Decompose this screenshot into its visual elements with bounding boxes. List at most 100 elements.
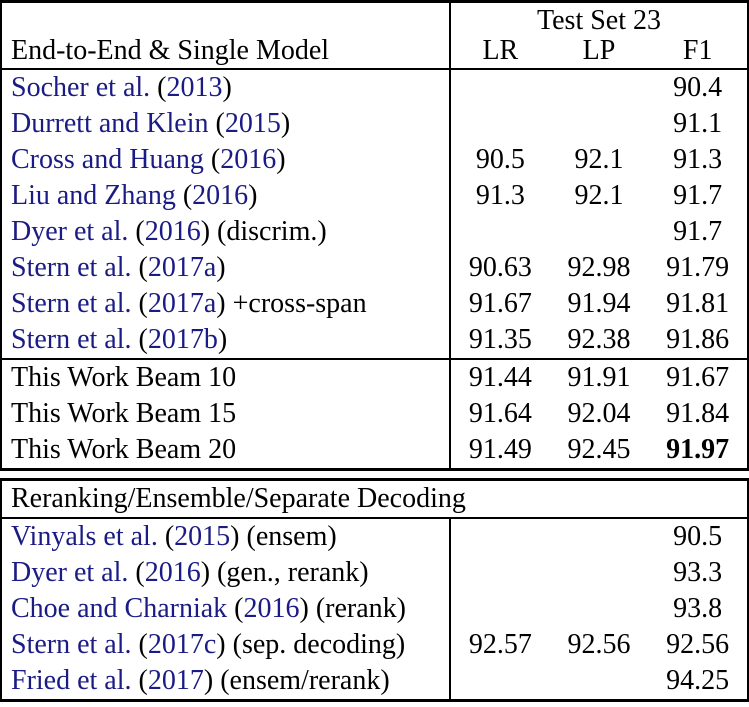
- lr-value-cell: 91.3: [475, 180, 525, 211]
- citation-link[interactable]: Stern et al.: [11, 324, 132, 355]
- paren-open: (: [131, 288, 148, 319]
- model-suffix: (ensem): [239, 521, 337, 552]
- lp-value-cell: 91.94: [567, 288, 631, 319]
- paren-open: (: [131, 665, 148, 696]
- paren-open: (: [150, 72, 167, 103]
- citation-link[interactable]: Socher et al.: [11, 72, 151, 103]
- citation-year-link[interactable]: 2017c: [147, 629, 217, 660]
- lp-value-cell: 92.04: [567, 398, 631, 429]
- lp-value-cell: [550, 70, 649, 106]
- citation-year-link[interactable]: 2015: [174, 521, 231, 552]
- section-single-model: Socher et al. (2013) 90.4 Durrett and Klei…: [2, 70, 747, 358]
- lp-value-cell: 91.91: [567, 362, 631, 393]
- lr-value-cell: [451, 70, 550, 106]
- lp-value-cell: [550, 663, 649, 699]
- metric-column-header-f1: F1: [682, 35, 713, 66]
- citation-link[interactable]: Liu and Zhang: [11, 180, 176, 211]
- lr-value-cell: [451, 214, 550, 250]
- citation-link[interactable]: Dyer et al.: [11, 557, 129, 588]
- metrics-header-group: Test Set 23 LR LP F1: [451, 3, 747, 68]
- lp-value-cell: [550, 555, 649, 591]
- paren-close: ): [248, 180, 258, 211]
- model-cell: Liu and Zhang (2016): [2, 178, 451, 214]
- f1-value-cell: 91.67: [666, 362, 730, 393]
- citation-year-link[interactable]: 2017b: [147, 324, 218, 355]
- table-row: This Work Beam 10 91.44 91.91 91.67: [2, 360, 747, 396]
- lr-value-cell: [451, 591, 550, 627]
- model-suffix: (sep. decoding): [225, 629, 406, 660]
- lp-value-cell: 92.56: [567, 629, 631, 660]
- table-row: This Work Beam 15 91.64 92.04 91.84: [2, 396, 747, 432]
- citation-link[interactable]: Cross and Huang: [11, 144, 204, 175]
- f1-value-cell: 90.5: [673, 521, 723, 552]
- citation-link[interactable]: Vinyals et al.: [11, 521, 158, 552]
- lr-value-cell: 92.57: [468, 629, 532, 660]
- citation-link[interactable]: Fried et al.: [11, 665, 132, 696]
- model-cell: Stern et al. (2017c) (sep. decoding): [2, 627, 451, 663]
- column-header-model: End-to-End & Single Model: [2, 3, 451, 68]
- paren-close: ): [217, 324, 228, 355]
- model-cell: Fried et al. (2017) (ensem/rerank): [2, 663, 451, 699]
- citation-year-link[interactable]: 2016: [192, 180, 249, 211]
- f1-value-cell: 90.4: [673, 72, 723, 103]
- model-suffix: (discrim.): [210, 216, 327, 247]
- citation-year-link[interactable]: 2015: [224, 108, 281, 139]
- metric-column-headers: LR LP F1: [451, 37, 747, 68]
- table-header: End-to-End & Single Model Test Set 23 LR…: [2, 3, 747, 70]
- lp-value-cell: [550, 214, 649, 250]
- lr-value-cell: 91.44: [468, 362, 532, 393]
- citation-year-link[interactable]: 2016: [144, 557, 201, 588]
- table-row: Vinyals et al. (2015) (ensem) 90.5: [2, 519, 747, 555]
- citation-year-link[interactable]: 2016: [144, 216, 201, 247]
- f1-value-cell: 91.86: [666, 324, 730, 355]
- model-label: This Work Beam 15: [11, 398, 237, 429]
- citation-year-link[interactable]: 2013: [166, 72, 223, 103]
- paren-close: ): [230, 521, 240, 552]
- model-cell: Durrett and Klein (2015): [2, 106, 451, 142]
- citation-year-link[interactable]: 2017: [147, 665, 204, 696]
- f1-value-cell: 91.3: [673, 144, 723, 175]
- paren-open: (: [131, 252, 148, 283]
- paren-close: ): [280, 108, 291, 139]
- lp-value-cell: 92.1: [574, 144, 624, 175]
- citation-link[interactable]: Dyer et al.: [11, 216, 129, 247]
- paren-open: (: [203, 144, 221, 175]
- citation-year-link[interactable]: 2016: [243, 593, 300, 624]
- table-row: Stern et al. (2017a) +cross-span 91.67 91.…: [2, 286, 747, 322]
- results-table-reranking: Reranking/Ensemble/Separate Decoding Vin…: [0, 478, 749, 702]
- citation-link[interactable]: Stern et al.: [11, 252, 132, 283]
- section-reranking-rows: Vinyals et al. (2015) (ensem) 90.5 Dyer et…: [2, 519, 747, 699]
- model-cell: Stern et al. (2017a) +cross-span: [2, 286, 451, 322]
- citation-year-link[interactable]: 2017a: [147, 288, 217, 319]
- lr-value-cell: [451, 663, 550, 699]
- metric-column-header-lp: LP: [582, 35, 616, 66]
- model-label: This Work Beam 20: [11, 434, 237, 465]
- citation-link[interactable]: Stern et al.: [11, 629, 132, 660]
- f1-value-cell: 92.56: [666, 629, 730, 660]
- model-suffix: +cross-span: [225, 288, 367, 319]
- lp-value-cell: [550, 591, 649, 627]
- citation-year-link[interactable]: 2016: [220, 144, 277, 175]
- model-suffix: (ensem/rerank): [213, 665, 390, 696]
- citation-link[interactable]: Durrett and Klein: [11, 108, 209, 139]
- model-cell: Dyer et al. (2016) (gen., rerank): [2, 555, 451, 591]
- section-this-work: This Work Beam 10 91.44 91.91 91.67 This Wor…: [2, 358, 747, 468]
- paren-close: ): [200, 557, 211, 588]
- paren-open: (: [157, 521, 175, 552]
- section-header-reranking: Reranking/Ensemble/Separate Decoding: [2, 481, 747, 519]
- lp-value-cell: 92.45: [567, 434, 631, 465]
- citation-link[interactable]: Stern et al.: [11, 288, 132, 319]
- table-row: Cross and Huang (2016) 90.5 92.1 91.3: [2, 142, 747, 178]
- lr-value-cell: 91.49: [468, 434, 532, 465]
- paren-open: (: [208, 108, 225, 139]
- f1-value-cell: 91.7: [673, 216, 723, 247]
- citation-link[interactable]: Choe and Charniak: [11, 593, 228, 624]
- column-group-header-test-set: Test Set 23: [536, 5, 662, 36]
- citation-year-link[interactable]: 2017a: [147, 252, 217, 283]
- f1-value-cell: 91.7: [673, 180, 723, 211]
- paren-close: ): [216, 252, 226, 283]
- table-row: Fried et al. (2017) (ensem/rerank) 94.25: [2, 663, 747, 699]
- table-row: Stern et al. (2017c) (sep. decoding) 92.5…: [2, 627, 747, 663]
- lr-value-cell: 91.67: [468, 288, 532, 319]
- lr-value-cell: [451, 106, 550, 142]
